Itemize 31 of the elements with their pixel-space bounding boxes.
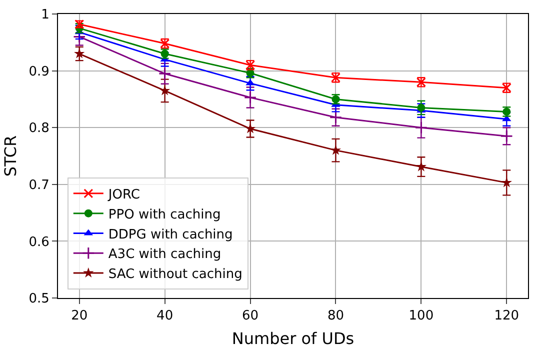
point — [158, 67, 172, 80]
x-tick-label: 120 — [494, 308, 520, 324]
y-tick-label: 0.6 — [28, 234, 50, 250]
point — [74, 48, 85, 58]
x-tick-label: 100 — [408, 308, 434, 324]
point — [244, 91, 257, 104]
point — [330, 144, 342, 155]
x-tick-label: 80 — [327, 308, 344, 324]
legend-label: JORC — [107, 188, 140, 202]
y-tick-label: 0.7 — [28, 178, 50, 193]
legend-label: SAC without caching — [108, 267, 242, 282]
point — [416, 161, 427, 172]
x-tick-label: 20 — [71, 308, 88, 324]
y-tick-label: 0.9 — [28, 64, 50, 80]
x-tick-label: 60 — [242, 308, 259, 324]
legend-label: DDPG with caching — [108, 227, 233, 242]
x-tick-label: 40 — [156, 308, 174, 324]
point — [417, 104, 426, 112]
y-tick-label: 1 — [41, 8, 50, 23]
point — [329, 111, 342, 124]
y-tick-label: 0.5 — [28, 292, 50, 307]
y-axis-title: STCR — [1, 135, 20, 177]
point — [501, 177, 512, 188]
point — [159, 85, 170, 96]
point — [244, 123, 256, 134]
x-axis-title: Number of UDs — [232, 329, 354, 348]
legend-label: PPO with caching — [108, 207, 221, 222]
legend-label: A3C with caching — [108, 247, 222, 262]
y-tick-label: 0.8 — [28, 121, 50, 136]
point — [500, 130, 513, 142]
point — [414, 121, 428, 134]
